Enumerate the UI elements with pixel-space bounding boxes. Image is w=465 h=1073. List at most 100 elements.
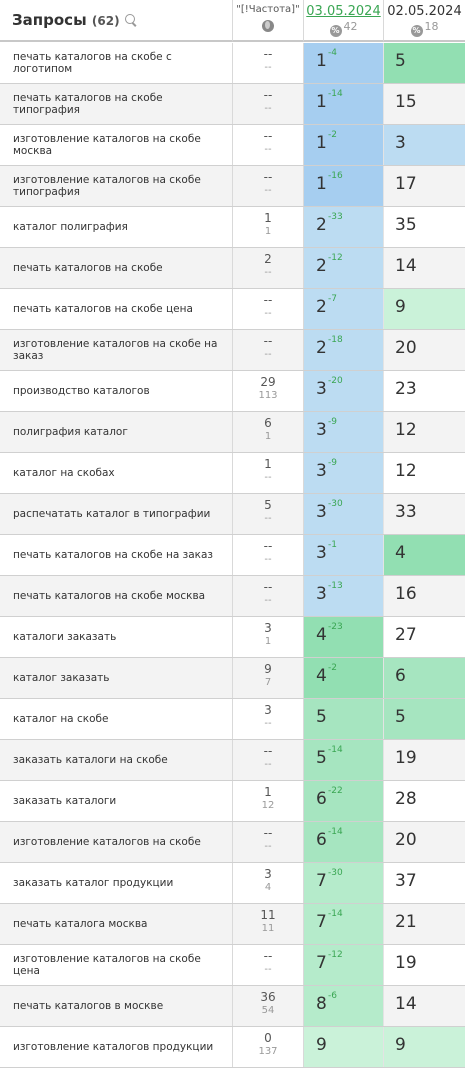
search-icon[interactable] bbox=[124, 14, 137, 26]
position-change: -23 bbox=[328, 622, 343, 632]
frequency-value: -- bbox=[263, 170, 273, 184]
position-date2-cell: 35 bbox=[384, 207, 465, 247]
frequency-cell: 29 113 bbox=[233, 371, 304, 411]
table-row[interactable]: полиграфия каталог 6 1 3 -9 12 bbox=[0, 412, 465, 453]
frequency-value: 29 bbox=[260, 375, 276, 389]
position-change: -6 bbox=[328, 991, 337, 1001]
percent-icon: % bbox=[410, 24, 423, 37]
table-row[interactable]: каталоги заказать 3 1 4 -23 27 bbox=[0, 617, 465, 658]
query-text[interactable]: каталог на скобах bbox=[13, 467, 115, 479]
query-text[interactable]: изготовление каталогов на скобе цена bbox=[13, 953, 201, 977]
table-row[interactable]: каталог на скобе 3 -- 5 5 bbox=[0, 699, 465, 740]
table-row[interactable]: изготовление каталогов на скобе москва --… bbox=[0, 125, 465, 166]
position-date1-cell: 2 -7 bbox=[304, 289, 384, 329]
table-row[interactable]: печать каталогов на скобе типография -- --… bbox=[0, 84, 465, 125]
frequency-column-header[interactable]: "[!Частота]" bbox=[233, 0, 304, 42]
query-text[interactable]: изготовление каталогов на скобе москва bbox=[13, 133, 201, 157]
date1-column-header[interactable]: 03.05.2024 % 42 bbox=[304, 0, 384, 42]
query-text[interactable]: печать каталогов на скобе москва bbox=[13, 590, 206, 602]
table-row[interactable]: изготовление каталогов продукции 0 137 9 9 bbox=[0, 1027, 465, 1068]
frequency-exact-value: -- bbox=[264, 308, 272, 319]
table-row[interactable]: печать каталогов на скобе 2 -- 2 -12 14 bbox=[0, 248, 465, 289]
frequency-exact-value: -- bbox=[264, 185, 272, 196]
query-text[interactable]: заказать каталог продукции bbox=[13, 877, 174, 889]
table-row[interactable]: каталог на скобах 1 -- 3 -9 12 bbox=[0, 453, 465, 494]
table-row[interactable]: изготовление каталогов на скобе цена -- --… bbox=[0, 945, 465, 986]
position-date1-cell: 7 -14 bbox=[304, 904, 384, 944]
query-text[interactable]: печать каталогов на скобе на заказ bbox=[13, 549, 213, 561]
frequency-cell: 1 -- bbox=[233, 453, 304, 493]
query-text[interactable]: изготовление каталогов на скобе типограф… bbox=[13, 174, 201, 198]
frequency-cell: -- -- bbox=[233, 84, 304, 124]
frequency-exact-value: -- bbox=[264, 759, 272, 770]
position-date2-cell: 20 bbox=[384, 330, 465, 370]
position-value: 12 bbox=[395, 461, 417, 481]
query-cell: заказать каталоги bbox=[0, 781, 233, 821]
position-value: 3 bbox=[316, 379, 327, 399]
query-text[interactable]: печать каталогов на скобе типография bbox=[13, 92, 163, 116]
position-value: 35 bbox=[395, 215, 417, 235]
position-date2-cell: 4 bbox=[384, 535, 465, 575]
query-text[interactable]: заказать каталоги bbox=[13, 795, 117, 807]
frequency-exact-value: -- bbox=[264, 267, 272, 278]
table-row[interactable]: заказать каталог продукции 3 4 7 -30 37 bbox=[0, 863, 465, 904]
query-text[interactable]: заказать каталоги на скобе bbox=[13, 754, 168, 766]
position-value: 9 bbox=[395, 297, 406, 317]
position-value: 3 bbox=[316, 502, 327, 522]
table-row[interactable]: производство каталогов 29 113 3 -20 23 bbox=[0, 371, 465, 412]
query-text[interactable]: каталог полиграфия bbox=[13, 221, 128, 233]
query-text[interactable]: печать каталогов на скобе цена bbox=[13, 303, 193, 315]
table-row[interactable]: печать каталога москва 11 11 7 -14 21 bbox=[0, 904, 465, 945]
query-text[interactable]: изготовление каталогов на скобе на заказ bbox=[13, 338, 218, 362]
table-row[interactable]: заказать каталоги на скобе -- -- 5 -14 19 bbox=[0, 740, 465, 781]
table-row[interactable]: печать каталогов на скобе москва -- -- 3 -13… bbox=[0, 576, 465, 617]
position-date2-cell: 33 bbox=[384, 494, 465, 534]
date2-label[interactable]: 02.05.2024 bbox=[387, 4, 462, 19]
table-row[interactable]: печать каталогов в москве 36 54 8 -6 14 bbox=[0, 986, 465, 1027]
queries-column-header[interactable]: Запросы (62) bbox=[0, 0, 233, 42]
table-row[interactable]: распечатать каталог в типографии 5 -- 3 -30 3… bbox=[0, 494, 465, 535]
query-text[interactable]: печать каталогов на скобе bbox=[13, 262, 163, 274]
table-row[interactable]: печать каталогов на скобе на заказ -- -- 3-… bbox=[0, 535, 465, 576]
query-cell: каталог на скобах bbox=[0, 453, 233, 493]
frequency-value: -- bbox=[263, 88, 273, 102]
query-text[interactable]: изготовление каталогов на скобе bbox=[13, 836, 201, 848]
position-change: -20 bbox=[328, 376, 343, 386]
table-row[interactable]: изготовление каталогов на скобе -- -- 6 -14 2… bbox=[0, 822, 465, 863]
date2-count: 18 bbox=[424, 20, 439, 33]
query-cell: изготовление каталогов продукции bbox=[0, 1027, 233, 1067]
position-date2-cell: 17 bbox=[384, 166, 465, 206]
table-row[interactable]: печать каталогов на скобе с логотипом -- -… bbox=[0, 43, 465, 84]
table-row[interactable]: каталог заказать 9 7 4 -2 6 bbox=[0, 658, 465, 699]
query-cell: полиграфия каталог bbox=[0, 412, 233, 452]
table-row[interactable]: изготовление каталогов на скобе типограф… bbox=[0, 166, 465, 207]
position-value: 3 bbox=[316, 584, 327, 604]
query-text[interactable]: печать каталога москва bbox=[13, 918, 148, 930]
query-text[interactable]: каталог на скобе bbox=[13, 713, 109, 725]
position-change: -16 bbox=[328, 171, 343, 181]
position-date2-cell: 16 bbox=[384, 576, 465, 616]
query-text[interactable]: печать каталогов на скобе с логотипом bbox=[13, 51, 172, 75]
table-row[interactable]: каталог полиграфия 1 1 2 -33 35 bbox=[0, 207, 465, 248]
date1-label[interactable]: 03.05.2024 bbox=[306, 4, 381, 19]
query-text[interactable]: распечатать каталог в типографии bbox=[13, 508, 211, 520]
table-row[interactable]: изготовление каталогов на скобе на заказ… bbox=[0, 330, 465, 371]
query-text[interactable]: печать каталогов в москве bbox=[13, 1000, 164, 1012]
table-row[interactable]: заказать каталоги 1 12 6 -22 28 bbox=[0, 781, 465, 822]
query-text[interactable]: изготовление каталогов продукции bbox=[13, 1041, 214, 1053]
query-text[interactable]: полиграфия каталог bbox=[13, 426, 128, 438]
date2-column-header[interactable]: 02.05.2024 % 18 bbox=[384, 0, 465, 42]
globe-icon bbox=[262, 20, 274, 32]
frequency-value: -- bbox=[263, 293, 273, 307]
position-value: 1 bbox=[316, 133, 327, 153]
query-text[interactable]: каталоги заказать bbox=[13, 631, 117, 643]
position-date2-cell: 15 bbox=[384, 84, 465, 124]
position-value: 27 bbox=[395, 625, 417, 645]
query-text[interactable]: производство каталогов bbox=[13, 385, 150, 397]
query-text[interactable]: каталог заказать bbox=[13, 672, 110, 684]
table-row[interactable]: печать каталогов на скобе цена -- -- 2 -7 9 bbox=[0, 289, 465, 330]
position-value: 6 bbox=[316, 789, 327, 809]
position-value: 23 bbox=[395, 379, 417, 399]
